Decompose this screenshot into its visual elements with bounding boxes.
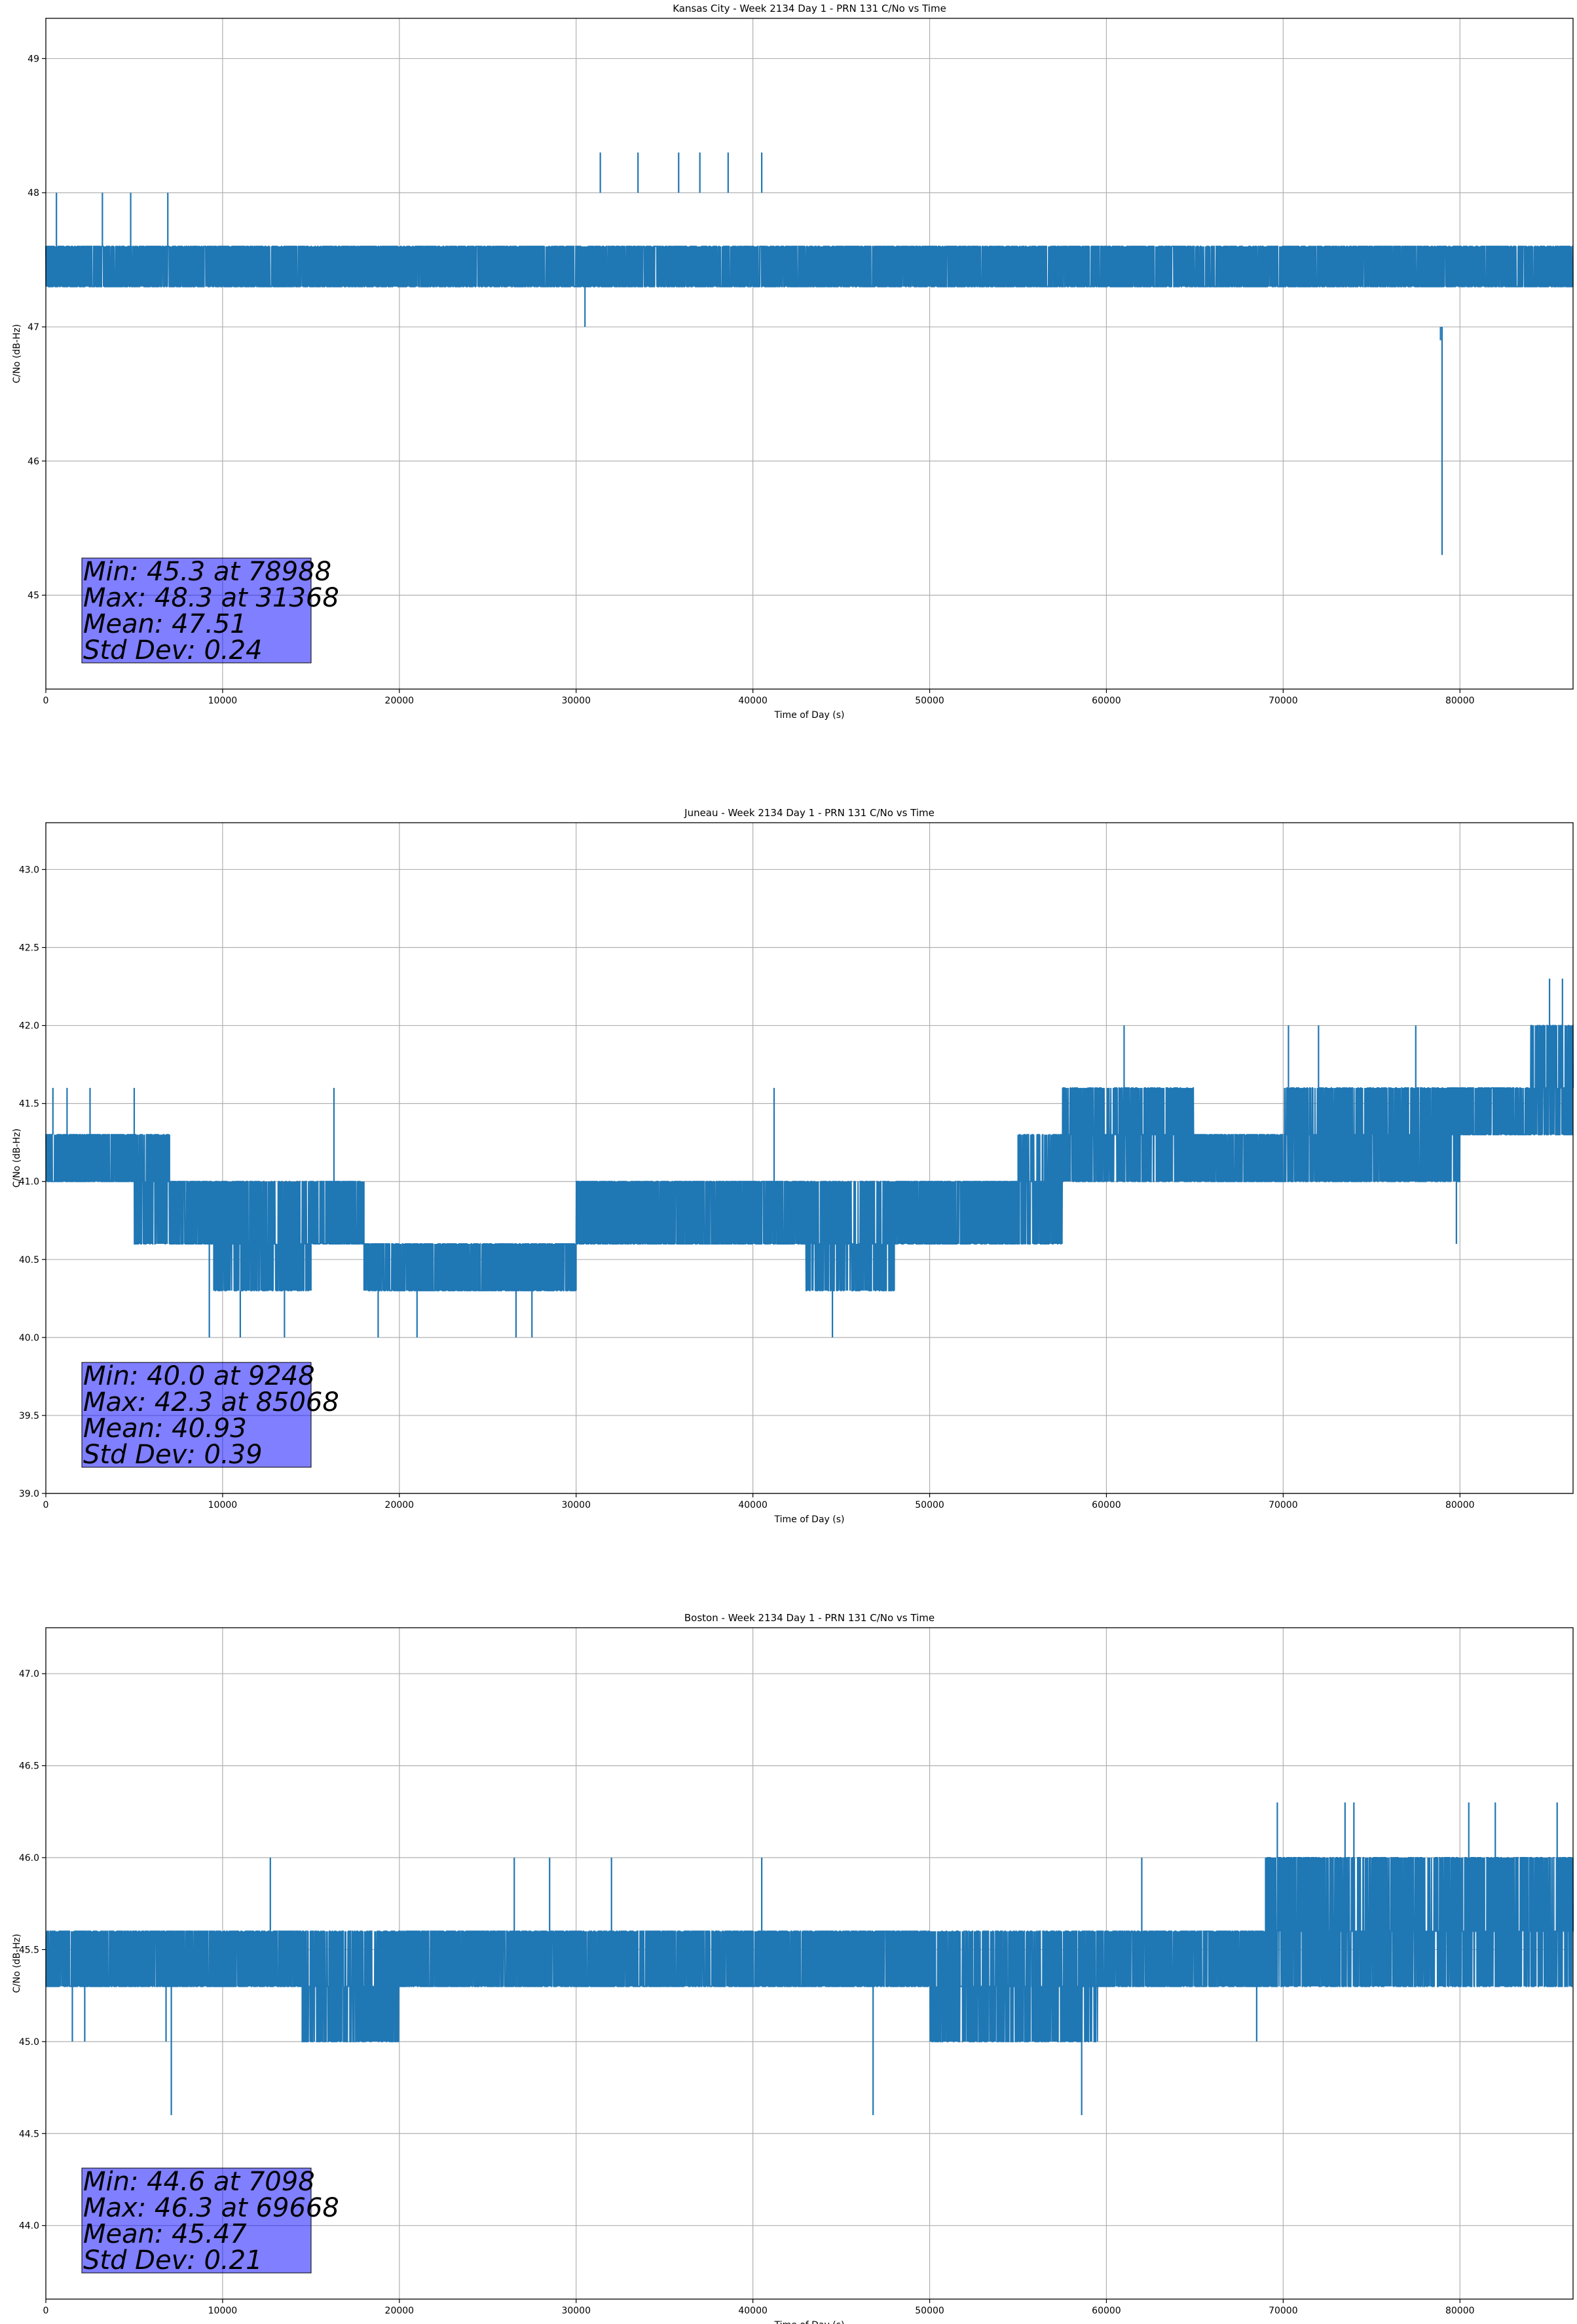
y-axis-label: C/No (dB-Hz) (12, 1129, 22, 1188)
y-tick-label: 49 (28, 54, 39, 64)
x-tick-label: 20000 (385, 696, 415, 706)
x-tick-label: 60000 (1092, 696, 1121, 706)
chart-title: Juneau - Week 2134 Day 1 - PRN 131 C/No … (684, 807, 935, 819)
stats-text: Min: 45.3 at 78988 (83, 557, 331, 587)
y-axis-label: C/No (dB-Hz) (12, 324, 22, 383)
y-tick-label: 44.0 (19, 2221, 39, 2232)
x-tick-label: 80000 (1445, 1500, 1475, 1510)
data-line (45, 246, 1574, 288)
y-tick-label: 48 (28, 188, 39, 198)
x-tick-label: 20000 (385, 1500, 415, 1510)
stats-text: Std Dev: 0.24 (83, 635, 263, 665)
chart-title: Boston - Week 2134 Day 1 - PRN 131 C/No … (684, 1612, 935, 1624)
x-tick-label: 50000 (915, 696, 944, 706)
y-tick-label: 47 (28, 322, 39, 333)
y-tick-label: 41.0 (19, 1177, 39, 1188)
x-axis-label: Time of Day (s) (774, 710, 845, 721)
x-tick-label: 10000 (208, 2306, 238, 2316)
x-tick-label: 40000 (738, 696, 768, 706)
x-tick-label: 0 (43, 2306, 49, 2316)
x-tick-label: 10000 (208, 1500, 238, 1510)
x-tick-label: 80000 (1445, 696, 1475, 706)
stats-box (81, 557, 312, 664)
x-tick-label: 60000 (1092, 1500, 1121, 1510)
x-tick-label: 0 (43, 696, 49, 706)
y-tick-label: 45.0 (19, 2037, 39, 2048)
x-tick-label: 0 (43, 1500, 49, 1510)
x-tick-label: 30000 (561, 1500, 591, 1510)
x-tick-label: 70000 (1269, 1500, 1298, 1510)
x-tick-label: 40000 (738, 2306, 768, 2316)
stats-text: Std Dev: 0.21 (83, 2245, 263, 2276)
y-tick-label: 43.0 (19, 865, 39, 875)
chart-3: 0 10000 20000 30000 40000 50000 60000 70000 8000… (12, 1612, 1574, 2324)
stats-text: Max: 48.3 at 31368 (83, 583, 339, 613)
axes-frame (45, 18, 1574, 690)
stats-text: Min: 44.6 at 7098 (83, 2167, 315, 2197)
y-tick-label: 39.5 (19, 1411, 39, 1421)
x-tick-label: 40000 (738, 1500, 768, 1510)
stats-text: Mean: 47.51 (83, 609, 247, 639)
y-axis-label: C/No (dB-Hz) (12, 1934, 22, 1993)
stats-text: Max: 42.3 at 85068 (83, 1387, 339, 1417)
x-tick-label: 70000 (1269, 2306, 1298, 2316)
x-tick-label: 50000 (915, 2306, 944, 2316)
y-tick-label: 39.0 (19, 1489, 39, 1499)
y-tick-label: 44.5 (19, 2129, 39, 2139)
stats-text: Min: 40.0 at 9248 (83, 1361, 315, 1391)
y-tick-label: 46.0 (19, 1853, 39, 1864)
x-axis-label: Time of Day (s) (774, 2320, 845, 2324)
y-tick-label: 46 (28, 457, 39, 467)
x-tick-label: 20000 (385, 2306, 415, 2316)
data-line (45, 1857, 1574, 2042)
y-tick-label: 41.5 (19, 1099, 39, 1110)
y-tick-label: 45 (28, 591, 39, 601)
x-tick-label: 60000 (1092, 2306, 1121, 2316)
chart-1: 0 10000 20000 30000 40000 50000 60000 70000 8000… (12, 3, 1574, 721)
x-tick-label: 10000 (208, 696, 238, 706)
y-tick-label: 40.0 (19, 1333, 39, 1343)
stats-text: Mean: 45.47 (83, 2219, 247, 2249)
axes-frame (45, 1627, 1574, 2300)
axes-frame (45, 822, 1574, 1494)
data-line (45, 1024, 1574, 1292)
y-tick-label: 42.5 (19, 943, 39, 954)
x-tick-label: 70000 (1269, 696, 1298, 706)
x-axis-label: Time of Day (s) (774, 1514, 845, 1525)
stats-text: Std Dev: 0.39 (83, 1440, 263, 1470)
chart-2: 0 10000 20000 30000 40000 50000 60000 70000 8000… (12, 807, 1574, 1525)
y-tick-label: 47.0 (19, 1669, 39, 1679)
x-tick-label: 30000 (561, 696, 591, 706)
y-tick-label: 42.0 (19, 1021, 39, 1032)
stats-text: Mean: 40.93 (83, 1414, 247, 1444)
y-tick-label: 46.5 (19, 1761, 39, 1772)
stats-box (81, 2167, 312, 2274)
x-tick-label: 80000 (1445, 2306, 1475, 2316)
stats-text: Max: 46.3 at 69668 (83, 2193, 339, 2223)
y-tick-label: 40.5 (19, 1255, 39, 1265)
stats-box (81, 1362, 312, 1468)
x-tick-label: 30000 (561, 2306, 591, 2316)
x-tick-label: 50000 (915, 1500, 944, 1510)
chart-title: Kansas City - Week 2134 Day 1 - PRN 131 … (673, 3, 946, 14)
y-tick-label: 45.5 (19, 1945, 39, 1955)
